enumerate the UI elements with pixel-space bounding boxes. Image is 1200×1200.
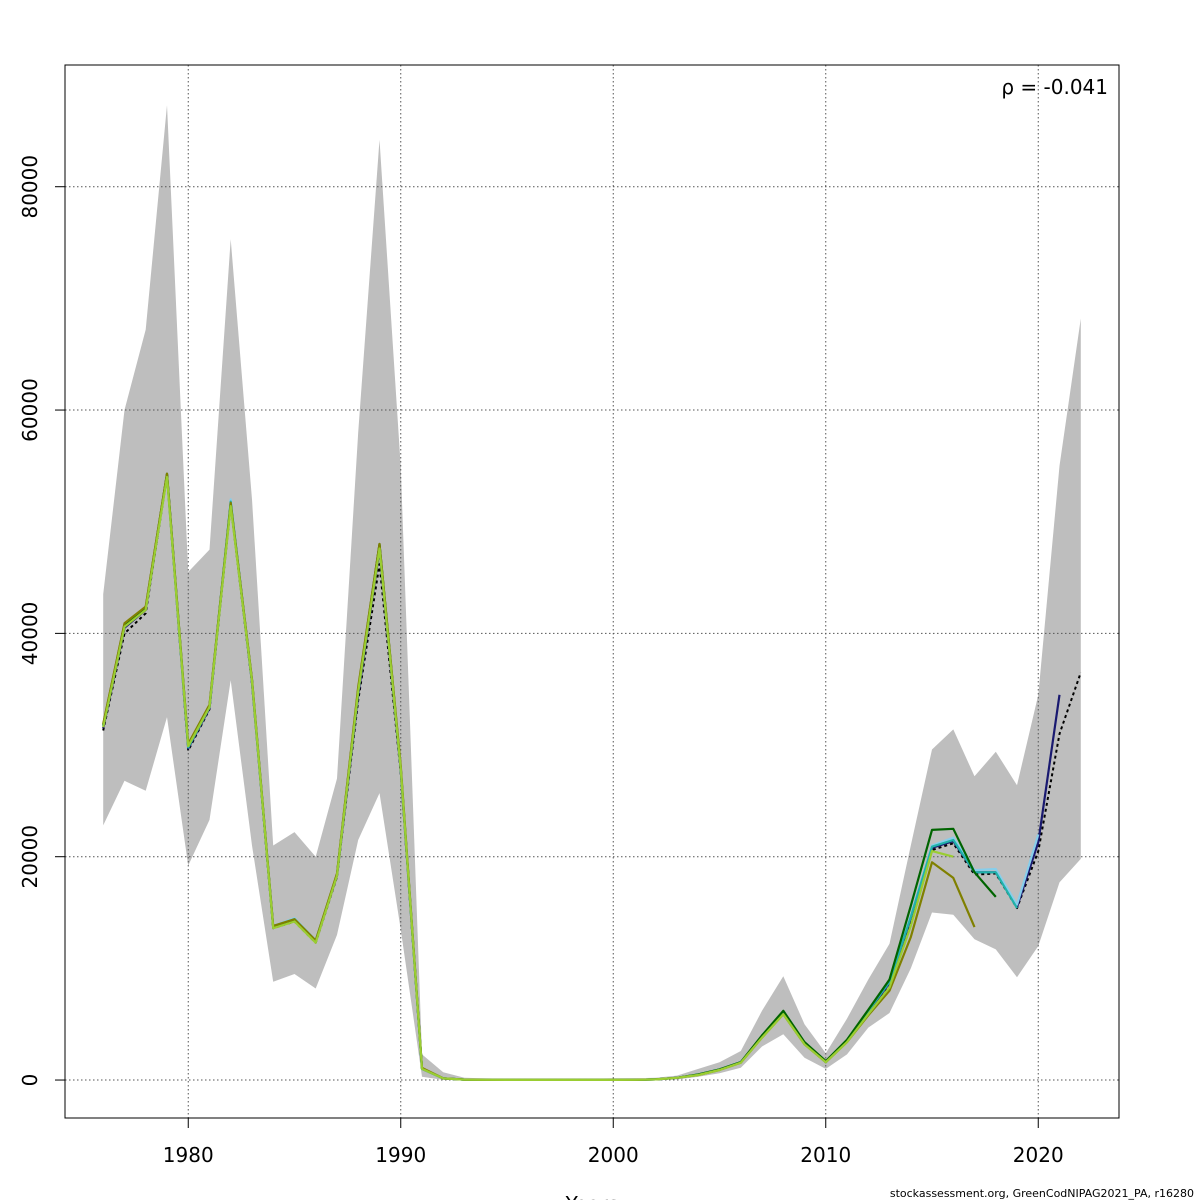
x-tick-label: 2020 bbox=[1013, 1143, 1064, 1167]
plot-frame bbox=[64, 64, 1120, 1119]
credit-text: stockassessment.org, GreenCodNIPAG2021_P… bbox=[890, 1187, 1194, 1200]
y-tick-label: 40000 bbox=[18, 602, 42, 666]
y-tick-label: 20000 bbox=[18, 825, 42, 889]
x-tick-label: 1980 bbox=[163, 1143, 214, 1167]
x-axis-title: Years bbox=[565, 1192, 619, 1200]
confidence-band-layer bbox=[103, 105, 1081, 1080]
axes-layer: 1980 1990 2000 2010 2020 0 20000 40000 60000 8000… bbox=[18, 64, 1120, 1167]
x-tick-label: 2000 bbox=[588, 1143, 639, 1167]
y-tick-label: 60000 bbox=[18, 378, 42, 442]
series-line-6 bbox=[102, 475, 954, 1082]
grid-layer bbox=[65, 65, 1119, 1118]
confidence-band bbox=[103, 105, 1081, 1080]
series-layer bbox=[102, 472, 1082, 1082]
x-tick-label: 2010 bbox=[800, 1143, 851, 1167]
y-tick-label: 0 bbox=[18, 1074, 42, 1087]
rho-annotation: ρ = -0.041 bbox=[1001, 75, 1108, 99]
x-tick-label: 1990 bbox=[375, 1143, 426, 1167]
y-tick-label: 80000 bbox=[18, 155, 42, 219]
